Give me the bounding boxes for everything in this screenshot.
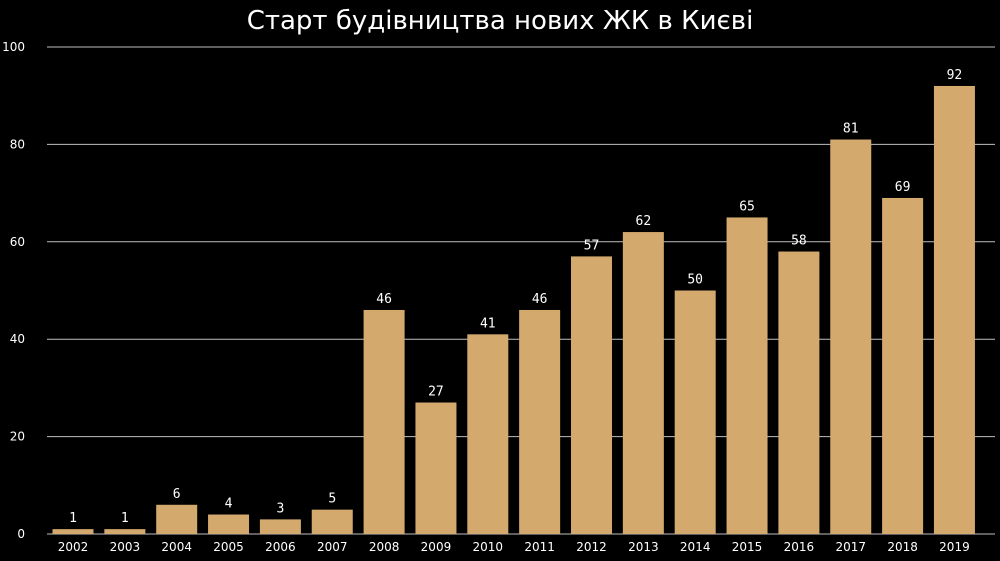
bar [726, 217, 768, 534]
x-tick-label: 2016 [784, 540, 815, 554]
x-tick-label: 2011 [524, 540, 555, 554]
data-label: 50 [687, 273, 703, 288]
data-labels: 1 1 6 4 3 5 46 27 41 46 57 62 50 65 58 81 69 92 [69, 68, 962, 526]
data-label: 1 [121, 511, 129, 526]
y-tick-label: 100 [2, 40, 25, 54]
x-tick-label: 2002 [58, 540, 89, 554]
bar [933, 85, 975, 535]
bar [156, 504, 198, 534]
y-tick-label: 60 [10, 235, 25, 249]
x-tick-label: 2015 [732, 540, 763, 554]
x-tick-label: 2013 [628, 540, 659, 554]
bar [882, 197, 924, 534]
data-label: 27 [428, 385, 444, 400]
data-label: 4 [225, 497, 233, 512]
data-label: 62 [636, 214, 652, 229]
x-tick-label: 2007 [317, 540, 348, 554]
x-tick-label: 2018 [887, 540, 918, 554]
data-label: 58 [791, 234, 807, 249]
data-label: 41 [480, 316, 496, 331]
x-tick-label: 2004 [161, 540, 192, 554]
x-tick-label: 2010 [473, 540, 504, 554]
chart-title: Старт будівництва нових ЖК в Києві [247, 6, 754, 36]
y-tick-label: 80 [10, 137, 25, 151]
x-tick-label: 2005 [213, 540, 244, 554]
bar [778, 251, 820, 535]
x-tick-label: 2006 [265, 540, 296, 554]
bar [415, 402, 457, 534]
bar [311, 509, 353, 534]
bar [622, 232, 664, 534]
x-tick-label: 2009 [421, 540, 452, 554]
data-label: 6 [173, 487, 181, 502]
data-label: 3 [276, 501, 284, 516]
y-axis-ticks: 0 20 40 60 80 100 [2, 40, 25, 541]
bar [363, 309, 405, 534]
bar [104, 529, 146, 534]
data-label: 46 [376, 292, 392, 307]
x-axis-ticks: 2002 2003 2004 2005 2006 2007 2008 2009 2010 2011… [58, 540, 970, 554]
x-tick-label: 2014 [680, 540, 711, 554]
bar [467, 334, 509, 534]
bar [259, 519, 301, 534]
x-tick-label: 2003 [110, 540, 141, 554]
x-tick-label: 2019 [939, 540, 970, 554]
y-tick-label: 40 [10, 332, 25, 346]
data-label: 46 [532, 292, 548, 307]
x-tick-label: 2008 [369, 540, 400, 554]
bars [52, 85, 975, 535]
bar [519, 309, 561, 534]
data-label: 57 [584, 238, 600, 253]
bar [208, 514, 250, 534]
data-label: 81 [843, 122, 859, 137]
data-label: 5 [328, 492, 336, 507]
bar [674, 290, 716, 534]
data-label: 69 [895, 180, 911, 195]
data-label: 92 [947, 68, 963, 83]
data-label: 65 [739, 199, 755, 214]
bar [52, 529, 94, 534]
y-tick-label: 0 [17, 527, 25, 541]
data-label: 1 [69, 511, 77, 526]
bar [571, 256, 612, 534]
y-tick-label: 20 [10, 430, 25, 444]
bar [830, 139, 872, 534]
x-tick-label: 2012 [576, 540, 607, 554]
x-tick-label: 2017 [835, 540, 866, 554]
